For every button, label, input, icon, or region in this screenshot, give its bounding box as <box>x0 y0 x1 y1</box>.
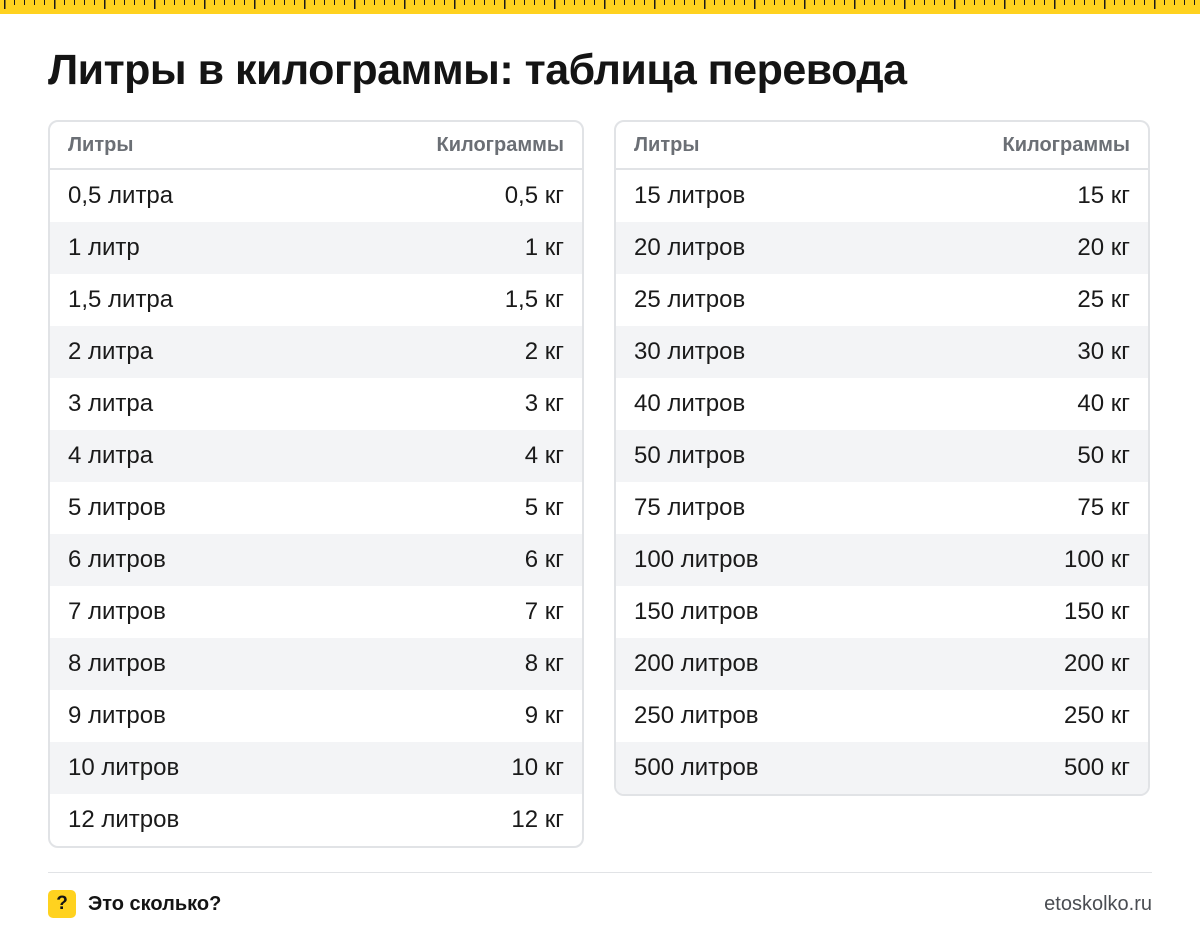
cell-kg: 200 кг <box>1064 650 1130 677</box>
table-header: Литры Килограммы <box>616 122 1148 170</box>
cell-kg: 1 кг <box>524 234 564 261</box>
cell-kg: 100 кг <box>1064 546 1130 573</box>
table-row: 25 литров 25 кг <box>616 274 1148 326</box>
brand-name: Это сколько? <box>88 893 222 915</box>
cell-liters: 1,5 литра <box>68 286 174 313</box>
table-row: 15 литров 15 кг <box>616 170 1148 222</box>
question-badge-icon: ? <box>48 890 76 918</box>
header-kilograms: Килограммы <box>1002 133 1131 156</box>
cell-liters: 200 литров <box>634 650 759 677</box>
cell-liters: 12 литров <box>68 806 180 833</box>
cell-kg: 4 кг <box>524 442 564 469</box>
table-header: Литры Килограммы <box>50 122 582 170</box>
cell-liters: 3 литра <box>68 390 154 417</box>
cell-kg: 9 кг <box>524 702 564 729</box>
cell-kg: 6 кг <box>524 546 564 573</box>
cell-liters: 20 литров <box>634 234 746 261</box>
cell-kg: 3 кг <box>524 390 564 417</box>
cell-kg: 75 кг <box>1077 494 1130 521</box>
cell-liters: 150 литров <box>634 598 759 625</box>
cell-liters: 8 литров <box>68 650 166 677</box>
cell-liters: 9 литров <box>68 702 166 729</box>
cell-kg: 15 кг <box>1077 182 1130 209</box>
cell-liters: 7 литров <box>68 598 166 625</box>
ruler-strip <box>0 0 1200 14</box>
cell-kg: 20 кг <box>1077 234 1130 261</box>
cell-kg: 8 кг <box>524 650 564 677</box>
table-row: 6 литров 6 кг <box>50 534 582 586</box>
cell-kg: 10 кг <box>511 754 564 781</box>
table-row: 0,5 литра 0,5 кг <box>50 170 582 222</box>
table-row: 20 литров 20 кг <box>616 222 1148 274</box>
cell-liters: 40 литров <box>634 390 746 417</box>
table-row: 9 литров 9 кг <box>50 690 582 742</box>
cell-liters: 10 литров <box>68 754 180 781</box>
cell-liters: 4 литра <box>68 442 154 469</box>
table-row: 1,5 литра 1,5 кг <box>50 274 582 326</box>
footer-divider <box>48 872 1152 873</box>
table-row: 3 литра 3 кг <box>50 378 582 430</box>
table-row: 4 литра 4 кг <box>50 430 582 482</box>
cell-liters: 500 литров <box>634 754 759 781</box>
cell-kg: 7 кг <box>524 598 564 625</box>
cell-kg: 12 кг <box>511 806 564 833</box>
cell-liters: 0,5 литра <box>68 182 174 209</box>
cell-liters: 2 литра <box>68 338 154 365</box>
table-row: 30 литров 30 кг <box>616 326 1148 378</box>
page-title: Литры в килограммы: таблица перевода <box>48 46 907 94</box>
table-row: 200 литров 200 кг <box>616 638 1148 690</box>
cell-kg: 1,5 кг <box>504 286 564 313</box>
table-row: 2 литра 2 кг <box>50 326 582 378</box>
cell-liters: 15 литров <box>634 182 746 209</box>
cell-liters: 25 литров <box>634 286 746 313</box>
cell-liters: 75 литров <box>634 494 746 521</box>
cell-liters: 6 литров <box>68 546 166 573</box>
table-row: 5 литров 5 кг <box>50 482 582 534</box>
table-row: 1 литр 1 кг <box>50 222 582 274</box>
table-row: 10 литров 10 кг <box>50 742 582 794</box>
cell-kg: 25 кг <box>1077 286 1130 313</box>
table-right: Литры Килограммы 15 литров 15 кг 20 литро… <box>614 120 1150 796</box>
table-row: 12 литров 12 кг <box>50 794 582 846</box>
table-body: 0,5 литра 0,5 кг 1 литр 1 кг 1,5 литра 1,5 … <box>50 170 582 846</box>
table-row: 250 литров 250 кг <box>616 690 1148 742</box>
cell-kg: 2 кг <box>524 338 564 365</box>
cell-kg: 30 кг <box>1077 338 1130 365</box>
cell-liters: 30 литров <box>634 338 746 365</box>
header-liters: Литры <box>68 133 134 156</box>
table-row: 150 литров 150 кг <box>616 586 1148 638</box>
header-liters: Литры <box>634 133 700 156</box>
cell-liters: 250 литров <box>634 702 759 729</box>
table-row: 50 литров 50 кг <box>616 430 1148 482</box>
site-url[interactable]: etoskolko.ru <box>1044 893 1152 915</box>
table-row: 500 литров 500 кг <box>616 742 1148 794</box>
cell-kg: 50 кг <box>1077 442 1130 469</box>
cell-kg: 40 кг <box>1077 390 1130 417</box>
cell-kg: 150 кг <box>1064 598 1130 625</box>
table-row: 100 литров 100 кг <box>616 534 1148 586</box>
cell-kg: 0,5 кг <box>504 182 564 209</box>
table-row: 75 литров 75 кг <box>616 482 1148 534</box>
table-row: 8 литров 8 кг <box>50 638 582 690</box>
header-kilograms: Килограммы <box>436 133 565 156</box>
table-body: 15 литров 15 кг 20 литров 20 кг 25 литров 2… <box>616 170 1148 794</box>
cell-liters: 1 литр <box>68 234 140 261</box>
cell-liters: 100 литров <box>634 546 759 573</box>
cell-liters: 50 литров <box>634 442 746 469</box>
table-row: 7 литров 7 кг <box>50 586 582 638</box>
cell-kg: 5 кг <box>524 494 564 521</box>
cell-liters: 5 литров <box>68 494 166 521</box>
cell-kg: 250 кг <box>1064 702 1130 729</box>
table-row: 40 литров 40 кг <box>616 378 1148 430</box>
cell-kg: 500 кг <box>1064 754 1130 781</box>
table-left: Литры Килограммы 0,5 литра 0,5 кг 1 литр 1… <box>48 120 584 848</box>
